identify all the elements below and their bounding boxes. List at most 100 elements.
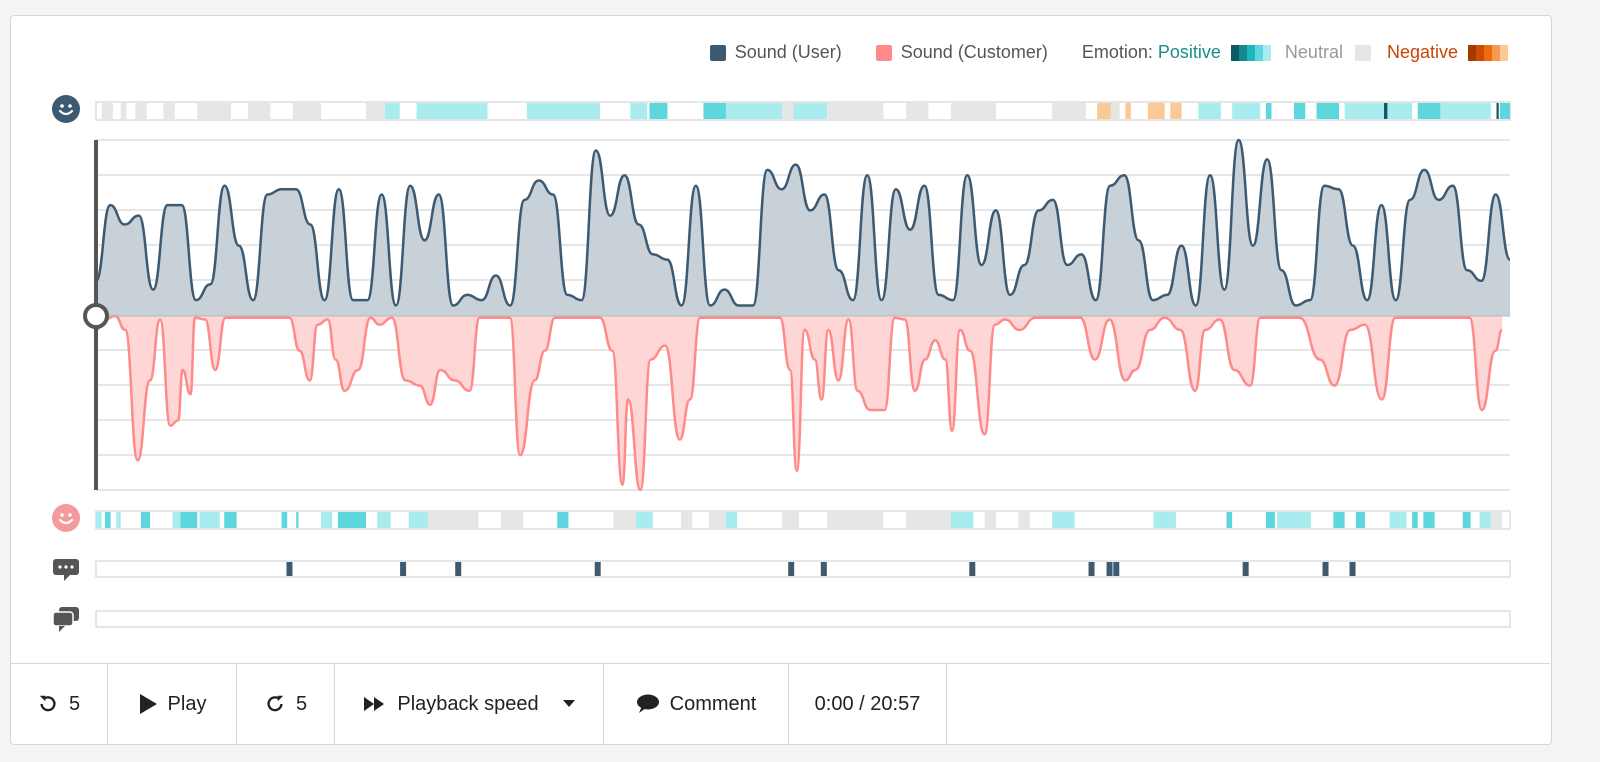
user-emotion-bar-segment — [197, 103, 231, 119]
play-button[interactable]: Play — [108, 664, 237, 744]
customer-emotion-bar-segment — [1389, 512, 1407, 528]
legend-user-label: Sound (User) — [734, 42, 842, 62]
rewind-icon — [39, 695, 56, 712]
user-emotion-bar-segment — [385, 103, 400, 119]
positive-scale — [1230, 44, 1271, 61]
customer-emotion-bar-segment — [984, 512, 996, 528]
playhead-handle[interactable] — [83, 303, 109, 329]
customer-emotion-bar-segment — [782, 512, 800, 528]
rewind-5-button[interactable]: 5 — [10, 664, 108, 744]
customer-emotion-bar-segment — [1333, 512, 1345, 528]
play-icon — [139, 694, 157, 714]
timeline-visualization[interactable] — [0, 0, 1600, 662]
user-emotion-bar-segment — [365, 103, 389, 119]
customer-emotion-bar-segment — [1412, 512, 1418, 528]
user-emotion-bar-segment — [135, 103, 147, 119]
comment-label: Comment — [669, 692, 757, 715]
customer-emotion-bar-segment — [827, 512, 884, 528]
user-emotion-bar-segment — [526, 103, 600, 119]
user-sound-area — [96, 140, 1510, 316]
rewind-label: 5 — [68, 692, 81, 715]
user-emotion-bar-segment — [1170, 103, 1182, 119]
user-emotion-bar-segment — [1108, 103, 1120, 119]
playback-speed-label: Playback speed — [397, 692, 539, 715]
customer-emotion-bar-segment — [557, 512, 569, 528]
user-emotion-bar-segment — [950, 103, 996, 119]
customer-emotion-bar-segment — [1265, 512, 1275, 528]
comment-marker[interactable] — [969, 562, 976, 576]
user-emotion-bar-segment — [1384, 103, 1388, 119]
customer-emotion-bar-segment — [320, 512, 333, 528]
comment-marker[interactable] — [400, 562, 407, 576]
user-sound-line — [94, 138, 1512, 307]
customer-emotion-bar-segment — [427, 512, 479, 528]
user-emotion-bar-segment — [292, 103, 321, 119]
forward-5-button[interactable]: 5 — [237, 664, 335, 744]
customer-emotion-bar-segment — [281, 512, 288, 528]
comment-marker[interactable] — [1349, 562, 1356, 576]
user-swatch — [709, 44, 726, 61]
user-emotion-bar-segment — [649, 103, 668, 119]
playback-speed-dropdown[interactable]: Playback speed — [335, 664, 604, 744]
forward-label: 5 — [295, 692, 308, 715]
customer-emotion-bar-segment — [104, 512, 111, 528]
comment-marker[interactable] — [1322, 562, 1329, 576]
comment-marker[interactable] — [1106, 562, 1113, 576]
comment-marker[interactable] — [1113, 562, 1120, 576]
comment-marker[interactable] — [788, 562, 795, 576]
user-emotion-bar-segment — [1316, 103, 1340, 119]
customer-emotion-bar-segment — [613, 512, 636, 528]
user-emotion-bar-segment — [1198, 103, 1221, 119]
user-emotion-bar-segment — [1294, 103, 1306, 119]
legend-user: Sound (User) — [709, 42, 842, 63]
comment-marker[interactable] — [820, 562, 827, 576]
user-emotion-bar-segment — [1499, 103, 1510, 119]
time-display: 0:00 / 20:57 — [789, 664, 947, 744]
comment-marker[interactable] — [1242, 562, 1249, 576]
positive-label: Positive — [1157, 42, 1221, 62]
neutral-label: Neutral — [1284, 42, 1343, 62]
user-emotion-bar-segment — [1434, 103, 1491, 119]
legend-customer-label: Sound (Customer) — [900, 42, 1048, 62]
customer-emotion-bar-segment — [377, 512, 391, 528]
user-emotion-bar-segment — [416, 103, 488, 119]
comment-marker[interactable] — [594, 562, 601, 576]
negative-scale — [1468, 44, 1508, 61]
customer-emotion-smiley-icon — [52, 504, 80, 532]
comment-marker[interactable] — [1088, 562, 1095, 576]
user-emotion-bar-segment — [120, 103, 127, 119]
customer-emotion-bar-segment — [172, 512, 181, 528]
playback-controls: 5 Play 5 Playback speed Comment 0:00 / 2… — [10, 663, 1550, 744]
emotion-label: Emotion: — [1081, 42, 1153, 62]
comment-button[interactable]: Comment — [604, 664, 789, 744]
user-emotion-bar-segment — [1496, 103, 1499, 119]
user-emotion-bar-segment — [101, 103, 113, 119]
chevron-down-icon — [562, 700, 575, 707]
legend-emotion: Emotion: Positive Neutral Negative — [1082, 42, 1508, 63]
user-emotion-bar-segment — [1052, 103, 1086, 119]
customer-emotion-bar-segment — [1153, 512, 1176, 528]
comment-marker[interactable] — [286, 562, 293, 576]
customer-emotion-bar-segment — [1052, 512, 1075, 528]
customer-emotion-bar-segment — [337, 512, 366, 528]
comment-icon — [636, 694, 659, 713]
customer-emotion-bar-segment — [224, 512, 237, 528]
play-label: Play — [167, 692, 207, 715]
customer-emotion-bar-segment — [1490, 512, 1503, 528]
user-emotion-bar-segment — [1097, 103, 1111, 119]
customer-emotion-bar-segment — [296, 512, 299, 528]
customer-emotion-bar-segment — [1226, 512, 1233, 528]
user-emotion-bar-segment — [905, 103, 929, 119]
customer-emotion-bar-segment — [1423, 512, 1435, 528]
user-emotion-bar-segment — [1344, 103, 1413, 119]
customer-emotion-bar-segment — [680, 512, 693, 528]
comment-marker[interactable] — [455, 562, 462, 576]
user-emotion-bar-segment — [630, 103, 648, 119]
comments-bar-track — [95, 560, 1511, 578]
customer-sound-area — [96, 316, 1503, 490]
user-emotion-bar-segment — [247, 103, 271, 119]
user-emotion-bar-segment — [1125, 103, 1131, 119]
user-emotion-bar-segment — [1232, 103, 1261, 119]
customer-emotion-bar-segment — [1462, 512, 1471, 528]
customer-emotion-bar-segment — [635, 512, 653, 528]
